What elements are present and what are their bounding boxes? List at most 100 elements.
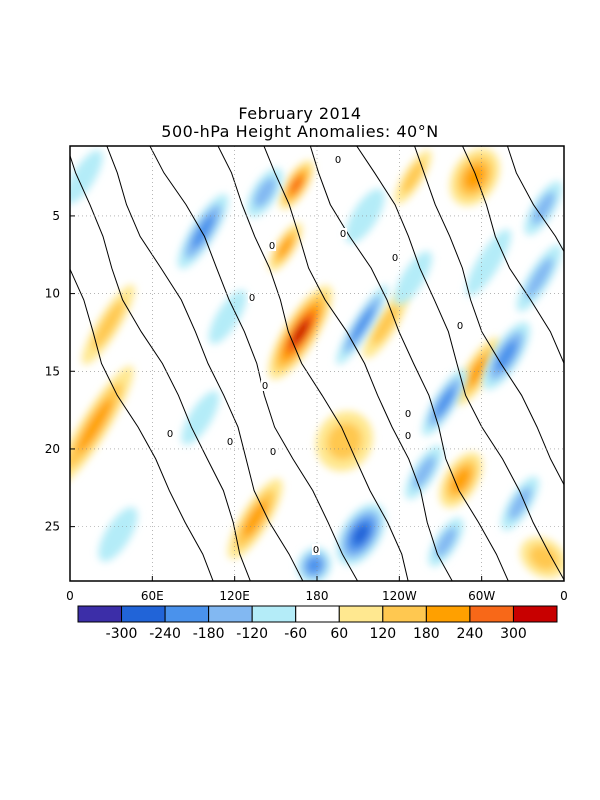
colorbar-box xyxy=(251,605,297,623)
anomaly-shade xyxy=(291,319,310,346)
anomaly-shade xyxy=(508,486,532,520)
colorbar-label: -300 xyxy=(106,626,138,642)
anomaly-feature xyxy=(439,452,483,508)
colorbar-label: -240 xyxy=(149,626,181,642)
zero-contour xyxy=(70,154,251,581)
x-tick-label: 60E xyxy=(141,589,164,603)
x-tick-label: 0 xyxy=(66,589,74,603)
anomaly-feature xyxy=(394,150,432,204)
zero-contour xyxy=(149,146,359,581)
anomaly-feature xyxy=(449,148,500,206)
anomaly-feature xyxy=(208,289,247,344)
colorbar-label: 300 xyxy=(500,626,527,642)
anomaly-feature xyxy=(82,284,135,365)
anomaly-feature xyxy=(336,284,389,365)
contour-label: 0 xyxy=(405,431,411,442)
y-tick-label: 25 xyxy=(45,520,60,534)
anomaly-shade xyxy=(531,191,556,225)
colorbar-box xyxy=(512,605,558,623)
contour-label: 0 xyxy=(457,321,463,332)
zero-contours: 0 0 0 0 0 0 0 0 0 0 0 0 0 xyxy=(70,141,600,586)
x-axis: 0 60E 120E 180 120W 60W 0 xyxy=(66,576,568,603)
contour-label: 0 xyxy=(392,253,398,264)
anomaly-shade xyxy=(243,500,268,537)
colorbar-box xyxy=(77,605,123,623)
colorbar-label: 240 xyxy=(457,626,484,642)
colorbar-label: 120 xyxy=(369,626,396,642)
colorbar-box xyxy=(425,605,471,623)
anomaly-feature xyxy=(336,503,386,566)
anomaly-shade xyxy=(98,507,138,562)
contour-label-bg xyxy=(404,430,412,441)
colorbar-box xyxy=(208,605,253,623)
x-tick-label: 60W xyxy=(468,589,495,603)
anomaly-feature xyxy=(454,337,501,405)
anomaly-feature xyxy=(278,160,314,210)
anomaly-feature xyxy=(516,244,562,312)
contour-label: 0 xyxy=(405,409,411,420)
anomaly-shade xyxy=(463,164,486,190)
anomaly-shade xyxy=(306,557,322,574)
y-tick-label: 5 xyxy=(52,209,60,223)
colorbar-label: -60 xyxy=(284,626,307,642)
zero-contour xyxy=(106,146,304,581)
anomaly-feature xyxy=(70,150,103,205)
anomaly-shade xyxy=(435,527,457,558)
anomaly-shade xyxy=(434,387,455,418)
x-tick-label: 120E xyxy=(219,589,250,603)
contour-label-bg xyxy=(312,544,320,555)
anomaly-fields xyxy=(70,148,564,581)
y-tick-label: 15 xyxy=(45,364,60,378)
contour-label-bg xyxy=(268,240,276,251)
anomaly-shade xyxy=(70,150,103,205)
colorbar-box xyxy=(382,605,427,623)
anomaly-shade xyxy=(277,236,293,258)
colorbar-box xyxy=(338,605,384,623)
anomaly-shade xyxy=(208,289,247,344)
anomaly-shade xyxy=(467,356,488,387)
anomaly-feature xyxy=(501,476,540,531)
colorbar-box xyxy=(295,605,340,623)
colorbar-box xyxy=(121,605,166,623)
grid-lines xyxy=(70,146,564,581)
contour-label: 0 xyxy=(167,429,173,440)
anomaly-shade xyxy=(394,251,432,306)
contour-label-bg xyxy=(404,408,412,419)
anomaly-feature xyxy=(181,390,220,445)
anomaly-shade xyxy=(77,399,112,453)
colorbar-label: -120 xyxy=(236,626,268,642)
colorbar: -300 -240 -180 -120 -60 60 120 180 240 300 xyxy=(77,605,558,642)
colorbar-label: 180 xyxy=(413,626,440,642)
x-tick-label: 120W xyxy=(382,589,417,603)
anomaly-feature xyxy=(268,222,303,272)
anomaly-shade xyxy=(412,455,436,489)
contour-label: 0 xyxy=(262,381,268,392)
contour-label-bg xyxy=(248,292,256,303)
y-tick-label: 10 xyxy=(45,287,60,301)
contour-label-bg xyxy=(269,446,277,457)
anomaly-shade xyxy=(253,177,277,208)
anomaly-feature xyxy=(246,168,284,218)
contour-label-bg xyxy=(339,228,347,239)
contour-label-bg xyxy=(166,428,174,439)
contour-label-bg xyxy=(391,252,399,263)
contour-label-bg xyxy=(456,320,464,331)
colorbar-box xyxy=(469,605,514,623)
colorbar-box xyxy=(164,605,210,623)
zero-contour xyxy=(414,146,564,486)
contour-label: 0 xyxy=(313,545,319,556)
anomaly-shade xyxy=(350,306,374,343)
anomaly-shade xyxy=(345,188,385,244)
anomaly-shade xyxy=(191,214,215,249)
anomaly-feature xyxy=(98,507,138,562)
x-tick-label: 180 xyxy=(306,589,329,603)
plot-area: 0 0 0 0 0 0 0 0 0 0 0 0 0 xyxy=(70,141,600,586)
zero-contour xyxy=(506,146,564,253)
contour-label: 0 xyxy=(335,155,341,166)
anomaly-shade xyxy=(401,160,425,194)
anomaly-shade xyxy=(92,300,125,350)
contour-label-bg xyxy=(226,436,234,447)
anomaly-feature xyxy=(405,445,443,500)
zero-contour xyxy=(568,141,600,586)
